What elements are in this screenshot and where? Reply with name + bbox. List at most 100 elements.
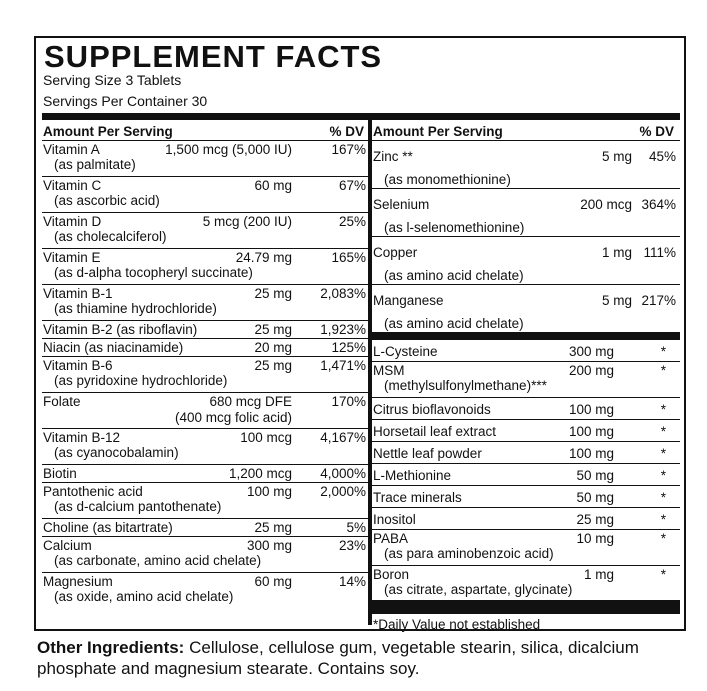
ingredient-row: MSM 200 mg * (methylsulfonylmethane)***: [372, 362, 680, 398]
nutrient-dv: 2,000%: [320, 484, 366, 499]
other-ingredients-label: Other Ingredients:: [37, 638, 185, 657]
nutrient-amount: 100 mcg: [240, 430, 292, 445]
panel-title: SUPPLEMENT FACTS: [44, 39, 383, 74]
ingredient-dv: *: [660, 363, 666, 378]
nutrient-row: Choline (as bitartrate) 25 mg 5%: [42, 519, 368, 537]
ingredient-name: Inositol: [373, 512, 416, 527]
nutrient-row: Vitamin B-2 (as riboflavin) 25 mg 1,923%: [42, 321, 368, 339]
nutrient-amount: 60 mg: [254, 178, 292, 193]
nutrient-row: Vitamin D 5 mcg (200 IU) 25% (as cholecalci…: [42, 213, 368, 249]
nutrient-row: Vitamin B-1 25 mg 2,083% (as thiamine hydro…: [42, 285, 368, 321]
nutrient-dv: 1,471%: [320, 358, 366, 373]
ingredient-amount: 300 mg: [568, 344, 614, 359]
ingredient-dv: *: [660, 402, 666, 417]
nutrient-dv: 5%: [346, 520, 366, 535]
nutrient-dv: 2,083%: [320, 286, 366, 301]
nutrient-name: Vitamin B-2 (as riboflavin): [43, 322, 198, 337]
nutrient-name: Vitamin E: [43, 250, 101, 265]
nutrient-row: Folate 680 mcg DFE 170% (400 mcg folic acid…: [42, 393, 368, 429]
amount-per-serving-header: Amount Per Serving: [373, 124, 503, 139]
ingredient-name: Nettle leaf powder: [373, 446, 482, 461]
ingredient-name: Boron: [373, 567, 410, 582]
ingredient-amount: 50 mg: [576, 490, 614, 505]
nutrient-name: Magnesium: [43, 574, 113, 589]
ingredient-dv: *: [660, 512, 666, 527]
nutrient-detail: (as cyanocobalamin): [54, 445, 179, 460]
nutrient-amount: 300 mg: [246, 538, 292, 553]
nutrient-detail: (400 mcg folic acid): [174, 410, 292, 425]
ingredient-name: Trace minerals: [373, 490, 462, 505]
amount-per-serving-header: Amount Per Serving: [43, 124, 173, 139]
nutrient-row: Vitamin C 60 mg 67% (as ascorbic acid): [42, 177, 368, 213]
nutrient-name: Folate: [43, 394, 81, 409]
nutrient-dv: 167%: [331, 142, 366, 157]
nutrient-name: Selenium: [373, 197, 430, 212]
nutrient-dv: 165%: [331, 250, 366, 265]
ingredient-detail: (as citrate, aspartate, glycinate): [384, 582, 573, 597]
right-header: Amount Per Serving % DV: [372, 120, 680, 141]
nutrient-dv: 4,000%: [320, 466, 366, 481]
ingredient-amount: 100 mg: [568, 424, 614, 439]
dv-header: % DV: [639, 124, 674, 139]
nutrient-detail: (as palmitate): [54, 157, 136, 172]
nutrient-name: Vitamin C: [43, 178, 102, 193]
nutrient-row: Pantothenic acid 100 mg 2,000% (as d-calciu…: [42, 483, 368, 519]
nutrient-row: Magnesium 60 mg 14% (as oxide, amino acid c…: [42, 573, 368, 607]
ingredient-dv: *: [660, 531, 666, 546]
nutrient-name: Copper: [373, 245, 418, 260]
nutrient-amount: 5 mg: [601, 293, 632, 308]
nutrient-dv: 14%: [338, 574, 366, 589]
nutrient-detail: (as carbonate, amino acid chelate): [54, 553, 262, 568]
nutrient-detail: (as amino acid chelate): [384, 268, 524, 283]
serving-size: Serving Size 3 Tablets: [43, 72, 182, 88]
nutrient-amount: 1 mg: [601, 245, 632, 260]
ingredient-dv: *: [660, 344, 666, 359]
left-header: Amount Per Serving % DV: [42, 120, 368, 141]
nutrient-name: Vitamin A: [43, 142, 100, 157]
servings-per-container: Servings Per Container 30: [43, 93, 208, 109]
nutrient-name: Biotin: [43, 466, 77, 481]
other-ingredients-text: Cellulose, cellulose gum, vegetable stea…: [37, 638, 639, 678]
nutrient-name: Choline (as bitartrate): [43, 520, 173, 535]
nutrient-name: Vitamin D: [43, 214, 102, 229]
nutrient-name: Zinc **: [373, 149, 413, 164]
ingredient-amount: 50 mg: [576, 468, 614, 483]
supplement-facts-panel: SUPPLEMENT FACTS Serving Size 3 Tablets …: [34, 36, 686, 632]
nutrient-amount: 1,500 mcg (5,000 IU): [165, 142, 292, 157]
ingredient-amount: 100 mg: [568, 402, 614, 417]
nutrient-dv: 25%: [338, 214, 366, 229]
ingredient-name: PABA: [373, 531, 409, 546]
nutrient-amount: 5 mcg (200 IU): [202, 214, 292, 229]
nutrient-dv: 23%: [338, 538, 366, 553]
ingredient-name: Horsetail leaf extract: [373, 424, 497, 439]
ingredient-row: Nettle leaf powder 100 mg *: [372, 442, 680, 464]
nutrient-row: Biotin 1,200 mcg 4,000%: [42, 465, 368, 483]
nutrient-name: Vitamin B-6: [43, 358, 113, 373]
ingredient-name: Citrus bioflavonoids: [373, 402, 491, 417]
ingredient-dv: *: [660, 468, 666, 483]
nutrient-dv: 4,167%: [320, 430, 366, 445]
nutrient-detail: (as l-selenomethionine): [384, 220, 525, 235]
ingredient-amount: 10 mg: [576, 531, 614, 546]
nutrient-detail: (as monomethionine): [384, 172, 511, 187]
ingredient-amount: 1 mg: [583, 567, 614, 582]
ingredient-amount: 100 mg: [568, 446, 614, 461]
ingredient-row: Inositol 25 mg *: [372, 508, 680, 530]
nutrient-detail: (as d-calcium pantothenate): [54, 499, 222, 514]
nutrient-amount: 1,200 mcg: [228, 466, 292, 481]
nutrient-dv: 111%: [643, 245, 676, 260]
nutrient-dv: 1,923%: [320, 322, 366, 337]
nutrient-row: Vitamin B-6 25 mg 1,471% (as pyridoxine hyd…: [42, 357, 368, 393]
nutrient-name: Manganese: [373, 293, 444, 308]
dv-header: % DV: [329, 124, 364, 139]
nutrient-detail: (as cholecalciferol): [54, 229, 167, 244]
ingredient-row: Horsetail leaf extract 100 mg *: [372, 420, 680, 442]
ingredient-name: MSM: [373, 363, 405, 378]
nutrient-name: Vitamin B-1: [43, 286, 113, 301]
ingredient-row: L-Methionine 50 mg *: [372, 464, 680, 486]
ingredient-name: L-Methionine: [373, 468, 452, 483]
ingredient-detail: (as para aminobenzoic acid): [384, 546, 554, 561]
nutrient-amount: 24.79 mg: [235, 250, 292, 265]
ingredient-dv: *: [660, 424, 666, 439]
mineral-row: Manganese 5 mg 217% (as amino acid chelate): [372, 285, 680, 333]
